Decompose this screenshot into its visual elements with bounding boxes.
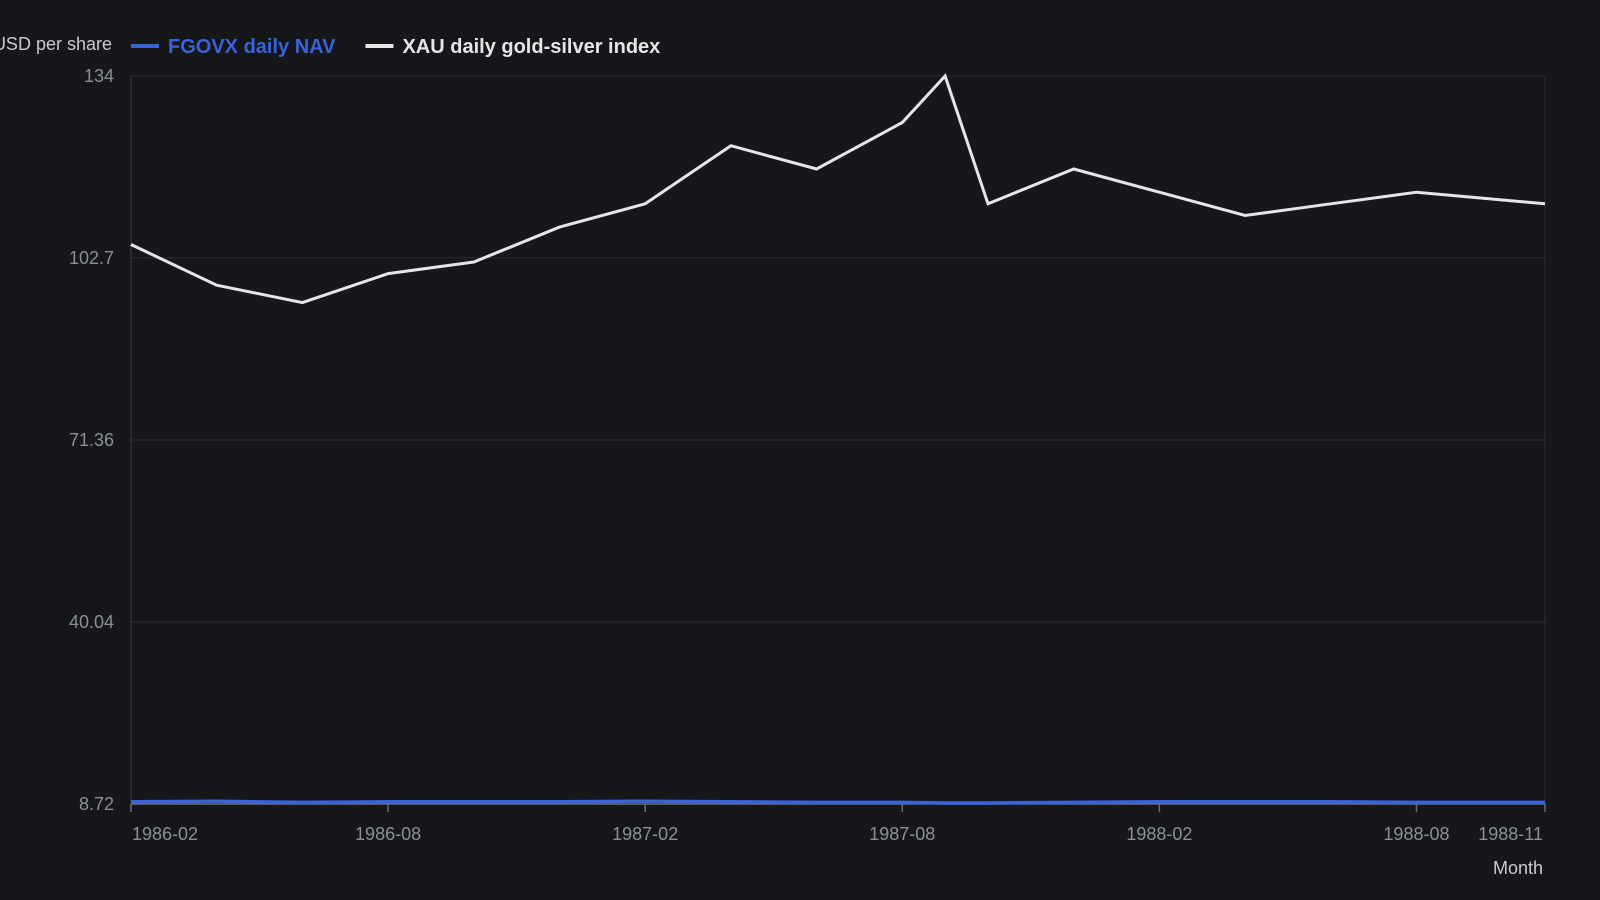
y-tick-label: 71.36 <box>69 430 114 450</box>
x-tick-label: 1986-02 <box>132 824 198 844</box>
y-tick-label: 40.04 <box>69 612 114 632</box>
x-tick-label: 1987-02 <box>612 824 678 844</box>
legend-label: XAU daily gold-silver index <box>402 36 660 58</box>
y-tick-label: 8.72 <box>79 794 114 814</box>
x-tick-label: 1988-02 <box>1126 824 1192 844</box>
x-tick-label: 1987-08 <box>869 824 935 844</box>
x-tick-label: 1988-08 <box>1383 824 1449 844</box>
y-tick-label: 134 <box>84 66 114 86</box>
x-axis-title: Month <box>1493 858 1543 878</box>
series-line-fgovx <box>130 799 1545 805</box>
y-axis-title: USD per share <box>0 34 112 54</box>
y-axis: 8.72 40.04 71.36 102.7 134 <box>69 66 132 814</box>
x-axis: 1986-02 1986-08 1987-02 1987-08 1988-02 1988-… <box>130 803 1546 844</box>
series-line-xau <box>130 73 1546 305</box>
legend-label: FGOVX daily NAV <box>168 36 336 58</box>
x-tick-label: 1986-08 <box>355 824 421 844</box>
series-lines <box>130 73 1546 805</box>
x-tick-label: 1988-11 <box>1478 824 1543 844</box>
legend: FGOVX daily NAV XAU daily gold-silver ind… <box>131 36 660 58</box>
y-tick-label: 102.7 <box>69 248 114 268</box>
